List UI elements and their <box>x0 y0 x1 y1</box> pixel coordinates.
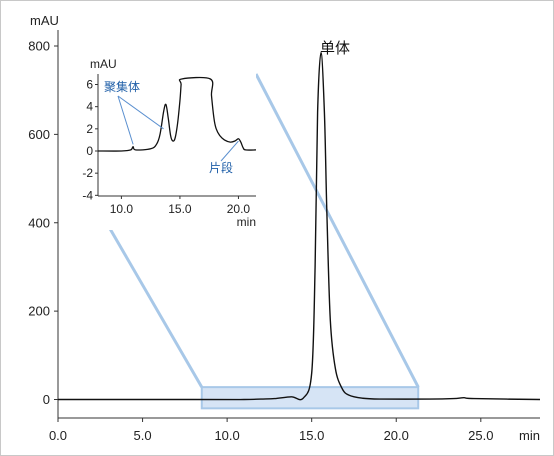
inset-y-tick-label: 4 <box>86 100 93 114</box>
zoom-connector-left <box>96 207 204 388</box>
y-tick-label: 400 <box>28 215 50 230</box>
aggregate-pointer-2 <box>117 95 164 130</box>
inset-series-line <box>97 76 257 152</box>
x-tick-label: 0.0 <box>49 428 67 443</box>
x-tick-label: 10.0 <box>214 428 239 443</box>
y-tick-label: 200 <box>28 304 50 319</box>
peak-label-monomer: 单体 <box>320 39 350 57</box>
inset-x-unit-label: min <box>237 215 256 229</box>
inset-y-tick-label: 0 <box>86 144 93 158</box>
fragment-label: 片段 <box>209 160 233 175</box>
zoom-connector-right <box>254 73 420 388</box>
y-unit-label: mAU <box>30 13 59 28</box>
y-tick-label: 800 <box>28 39 50 54</box>
inset-y-tick-label: -2 <box>82 166 93 180</box>
x-unit-label: min <box>519 428 540 443</box>
x-tick-label: 15.0 <box>299 428 324 443</box>
inset-series <box>97 76 257 152</box>
x-tick-label: 20.0 <box>384 428 409 443</box>
inset-x-tick-label: 10.0 <box>110 202 134 216</box>
main-series <box>57 51 541 401</box>
inset-y-tick-label: 6 <box>86 78 93 92</box>
main-axes: 0 200 400 600 800 mAU 0.0 5.0 10.0 15.0 20.0 25.0 mi… <box>28 13 540 443</box>
y-tick-label: 600 <box>28 127 50 142</box>
x-tick-label: 25.0 <box>468 428 493 443</box>
zoom-highlight <box>96 73 420 410</box>
fragment-pointer <box>220 140 239 162</box>
inset-y-tick-label: -4 <box>82 188 93 202</box>
inset-x-tick-label: 15.0 <box>168 202 192 216</box>
inset-y-tick-label: 2 <box>86 122 93 136</box>
aggregate-pointer-1 <box>117 95 134 145</box>
inset-x-tick-label: 20.0 <box>227 202 251 216</box>
inset-background <box>60 74 256 230</box>
aggregate-label: 聚集体 <box>104 79 140 94</box>
y-tick-label: 0 <box>43 392 50 407</box>
main-series-line <box>57 51 541 401</box>
x-tick-label: 5.0 <box>134 428 152 443</box>
zoom-region <box>200 386 420 410</box>
inset-y-unit-label: mAU <box>90 57 117 71</box>
